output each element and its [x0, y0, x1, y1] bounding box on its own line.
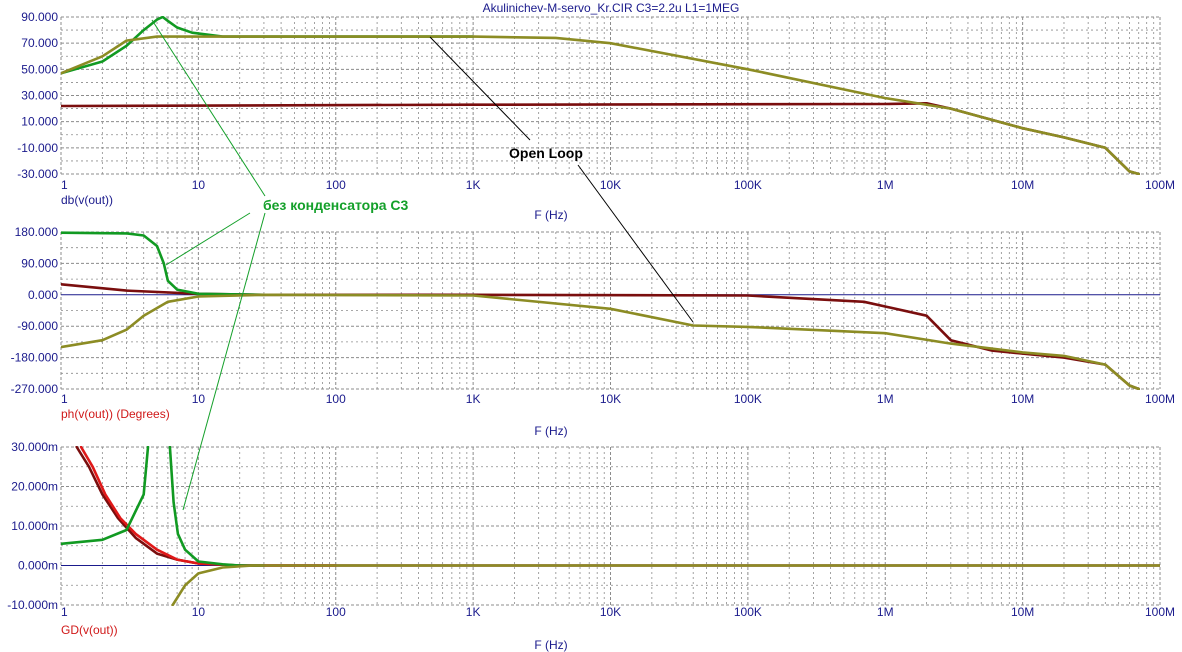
group-delay-y-tick-label: 20.000m — [11, 480, 58, 494]
magnitude-y-tick-label: -10.000 — [17, 141, 58, 155]
annotations: Open Loop без конденсатора C3 — [151, 19, 694, 511]
phase-x-tick-label: 1 — [61, 392, 68, 406]
magnitude-x-label: F (Hz) — [534, 208, 567, 222]
phase-y-label: ph(v(out)) (Degrees) — [61, 407, 170, 421]
c3-leader-3 — [182, 212, 266, 511]
magnitude-x-tick-label: 10K — [600, 178, 621, 192]
no-capacitor-label: без конденсатора C3 — [263, 197, 409, 213]
group-delay-x-tick-label: 10K — [600, 605, 621, 619]
group-delay-y-tick-label: 10.000m — [11, 519, 58, 533]
group-delay-x-tick-label: 10M — [1011, 605, 1034, 619]
panel-group-delay-x-ticks: 1 10 100 1K 10K 100K 1M 10M 100M — [61, 605, 1175, 619]
open-loop-leader-upper — [429, 36, 531, 141]
magnitude-series-dark_red-0 — [61, 102, 1140, 175]
phase-x-tick-label: 1M — [877, 392, 894, 406]
magnitude-x-tick-label: 100 — [326, 178, 346, 192]
panel-magnitude: 90.000 70.000 50.000 30.000 10.000 -10.000 -30… — [17, 10, 1175, 222]
magnitude-x-tick-label: 1 — [61, 178, 68, 192]
panel-phase-x-ticks: 1 10 100 1K 10K 100K 1M 10M 100M — [61, 392, 1175, 406]
magnitude-series-green-1 — [61, 16, 475, 75]
group-delay-series-olive-4 — [171, 564, 1160, 606]
phase-x-tick-label: 10 — [192, 392, 206, 406]
group-delay-x-tick-label: 100M — [1145, 605, 1175, 619]
magnitude-y-tick-label: 70.000 — [21, 36, 58, 50]
phase-x-tick-label: 1K — [466, 392, 481, 406]
magnitude-y-label: db(v(out)) — [61, 193, 113, 207]
phase-y-tick-label: -180.000 — [11, 351, 59, 365]
magnitude-y-tick-label: 30.000 — [21, 89, 58, 103]
phase-x-tick-label: 10K — [600, 392, 621, 406]
panel-group-delay-y-ticks: 30.000m 20.000m 10.000m 0.000m -10.000m — [7, 440, 58, 612]
open-loop-leader-lower — [577, 164, 694, 323]
group-delay-x-tick-label: 1K — [466, 605, 481, 619]
magnitude-y-tick-label: -30.000 — [17, 167, 58, 181]
c3-leader-2 — [165, 212, 251, 266]
phase-y-tick-label: 90.000 — [21, 256, 58, 270]
magnitude-x-tick-label: 1M — [877, 178, 894, 192]
magnitude-y-tick-label: 10.000 — [21, 115, 58, 129]
phase-x-tick-label: 10M — [1011, 392, 1034, 406]
panel-group-delay-grid — [60, 446, 1161, 606]
phase-series-olive-2 — [61, 293, 1140, 390]
group-delay-x-tick-label: 1M — [877, 605, 894, 619]
magnitude-y-tick-label: 90.000 — [21, 10, 58, 24]
phase-y-tick-label: -90.000 — [17, 319, 58, 333]
phase-y-tick-label: -270.000 — [11, 382, 59, 396]
phase-x-tick-label: 100M — [1145, 392, 1175, 406]
magnitude-x-tick-label: 100K — [734, 178, 762, 192]
panel-magnitude-x-ticks: 1 10 100 1K 10K 100K 1M 10M 100M — [61, 178, 1175, 192]
magnitude-series-olive-2 — [61, 35, 1140, 175]
phase-series-green-1 — [61, 231, 266, 297]
phase-y-tick-label: 0.000 — [28, 288, 58, 302]
magnitude-x-tick-label: 100M — [1145, 178, 1175, 192]
group-delay-y-tick-label: 0.000m — [18, 559, 58, 573]
group-delay-y-tick-label: -10.000m — [7, 598, 58, 612]
panel-phase-y-ticks: 180.000 90.000 0.000 -90.000 -180.000 -270.00… — [11, 225, 59, 396]
chart-title: Akulinichev-M-servo_Kr.CIR C3=2.2u L1=1M… — [483, 1, 740, 15]
panel-group-delay-series — [61, 446, 1160, 606]
magnitude-x-tick-label: 1K — [466, 178, 481, 192]
group-delay-y-tick-label: 30.000m — [11, 440, 58, 454]
group-delay-y-label: GD(v(out)) — [61, 623, 118, 637]
phase-x-tick-label: 100 — [326, 392, 346, 406]
open-loop-label: Open Loop — [509, 145, 583, 161]
group-delay-x-tick-label: 1 — [61, 605, 68, 619]
panel-magnitude-grid — [60, 16, 1161, 175]
magnitude-y-tick-label: 50.000 — [21, 62, 58, 76]
group-delay-x-label: F (Hz) — [534, 638, 567, 652]
group-delay-x-tick-label: 10 — [192, 605, 206, 619]
group-delay-series-green-2 — [61, 446, 150, 546]
phase-x-tick-label: 100K — [734, 392, 762, 406]
panel-magnitude-y-ticks: 90.000 70.000 50.000 30.000 10.000 -10.000 -30… — [17, 10, 58, 181]
group-delay-x-tick-label: 100 — [326, 605, 346, 619]
c3-leader-1 — [151, 19, 266, 197]
panel-phase-series — [61, 231, 1140, 390]
panel-phase-grid — [60, 231, 1161, 390]
group-delay-x-tick-label: 100K — [734, 605, 762, 619]
phase-x-label: F (Hz) — [534, 424, 567, 438]
panel-phase: 180.000 90.000 0.000 -90.000 -180.000 -270.00… — [11, 225, 1175, 438]
magnitude-x-tick-label: 10 — [192, 178, 206, 192]
phase-y-tick-label: 180.000 — [15, 225, 59, 239]
magnitude-x-tick-label: 10M — [1011, 178, 1034, 192]
panel-magnitude-series — [61, 16, 1140, 175]
